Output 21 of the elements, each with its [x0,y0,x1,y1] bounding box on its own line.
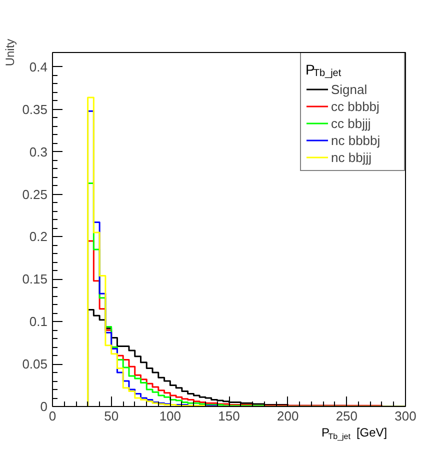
y-tick-label: 0.25 [22,186,48,202]
y-tick-label: 0.1 [29,314,48,330]
y-tick-label: 0.3 [29,144,48,160]
y-tick-label: 0 [40,399,48,414]
y-tick-label: 0.35 [22,102,48,117]
x-tick-label: 100 [159,408,182,424]
x-tick-label: 50 [104,408,119,424]
y-tick-label: 0.15 [22,272,48,287]
legend-label: cc bbjjj [331,115,372,131]
x-tick-label: 250 [336,408,358,424]
legend-label: nc bbjjj [331,149,372,165]
y-axis-title: Unity [3,38,18,66]
y-tick-label: 0.4 [29,59,48,74]
legend-label: cc bbbbj [331,98,380,114]
legend-label: nc bbbbj [331,132,382,148]
y-tick-label: 0.2 [29,229,48,244]
legend-label: Signal [331,81,368,97]
x-tick-label: 200 [276,408,299,424]
x-tick-label: 150 [218,408,240,424]
y-tick-label: 0.05 [22,356,48,372]
x-tick-label: 300 [394,408,416,424]
